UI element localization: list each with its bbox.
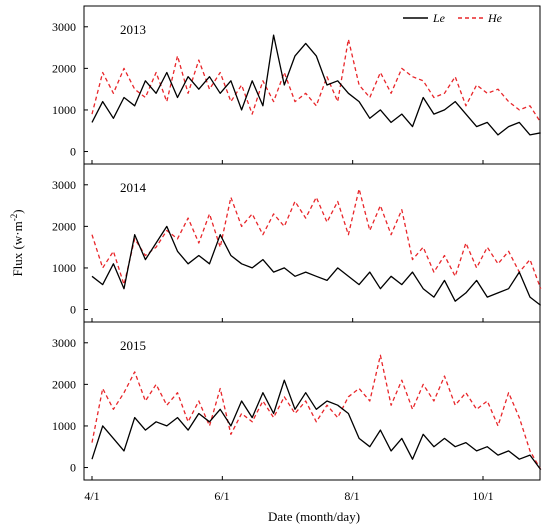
y-axis-title-main: Flux (w·m [10,221,25,276]
chart-panels: 0 1000 2000 3000 2013 0 1000 2000 3000 2014 0 1000 2… [52,5,542,481]
y-tick-label: 0 [70,461,76,475]
series-line-le [91,225,542,306]
series-line-le [91,34,541,136]
panel-year-label: 2014 [120,180,147,195]
panel-2013: 0 1000 2000 3000 2013 [52,5,542,165]
series-line-le [91,379,542,470]
y-axis-title-superscript: -2 [9,214,19,222]
y-tick-label: 2000 [52,61,76,75]
series-line-he [91,188,542,289]
legend-label-he: He [487,11,503,25]
y-tick-label: 3000 [52,20,76,34]
y-tick-label: 2000 [52,219,76,233]
panel-2014: 0 1000 2000 3000 2014 [52,163,542,323]
y-tick-label: 0 [70,145,76,159]
series-line-he [91,38,542,123]
x-tick-label: 6/1 [214,489,229,503]
x-axis-title: Date (month/day) [268,509,360,524]
panel-frame [83,5,541,165]
y-tick-label: 2000 [52,377,76,391]
panel-frame [83,163,541,323]
legend-label-le: Le [432,11,446,25]
panel-2015: 0 1000 2000 3000 2015 [52,321,542,481]
x-tick-label: 10/1 [472,489,493,503]
panel-frame [83,321,541,481]
y-tick-label: 1000 [52,103,76,117]
x-tick-label: 4/1 [84,489,99,503]
legend: Le He [403,11,503,25]
y-tick-label: 3000 [52,178,76,192]
panel-year-label: 2013 [120,22,146,37]
x-tick-labels: 4/1 6/1 8/1 10/1 [84,489,493,503]
x-tick-label: 8/1 [344,489,359,503]
y-tick-label: 1000 [52,261,76,275]
y-axis-title: Flux (w·m-2) [9,209,25,276]
y-axis-title-end: ) [10,209,25,213]
series-line-he [91,354,542,470]
y-tick-label: 3000 [52,336,76,350]
y-tick-label: 1000 [52,419,76,433]
y-tick-label: 0 [70,303,76,317]
panel-year-label: 2015 [120,338,146,353]
